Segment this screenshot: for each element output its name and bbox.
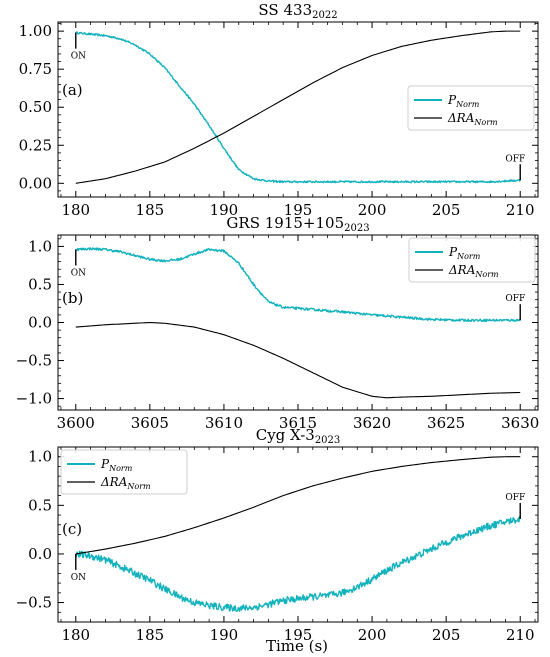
panel-grs1915: GRS 1915+1052023 3600 3605 3610 3615 3620 3625… [16,214,540,432]
legend-entry-label: PNorm [100,457,133,473]
panel-title: SS 4332022 [258,1,337,21]
x-tick-label: 190 [210,201,239,219]
x-tick-label: 210 [506,201,535,219]
x-tick-label: 195 [284,626,313,644]
y-tick-label: 0.5 [28,496,52,514]
legend-entry-subscript: Norm [474,270,499,279]
y-tick-label: 1.0 [28,237,52,255]
x-tick-label: 200 [358,201,387,219]
legend-entry-main: ΔRA [447,111,475,125]
x-tick-label: 185 [136,201,165,219]
series-p-norm-line [75,515,521,613]
panel-title-main: Cyg X-3 [256,426,315,444]
x-tick-label: 3615 [279,414,317,432]
y-tick-label: 0.0 [28,314,52,332]
legend-entry-subscript: Norm [455,100,480,109]
x-tick-label: 205 [432,201,461,219]
off-marker-label: OFF [505,154,525,164]
panel-label: (b) [62,289,83,307]
series-p-norm-line [75,31,521,184]
panel-label: (c) [62,520,82,538]
legend-frame [60,449,188,495]
x-tick-label: 180 [61,626,90,644]
legend-entry-subscript: Norm [473,118,498,127]
on-marker-label: ON [71,573,86,583]
legend-entry-main: P [447,93,457,107]
legend-entry-subscript: Norm [126,482,151,491]
series-dra-norm-line [75,456,521,555]
legend-entry-label: ΔRANorm [447,111,498,127]
series-group [75,247,521,399]
x-tick-label: 180 [61,201,90,219]
y-tick-label: 0.0 [28,545,52,563]
off-marker-label: OFF [505,493,525,503]
series-dra-norm-line [75,321,521,399]
panel-title-subscript: 2023 [315,435,340,446]
x-tick-label: 210 [506,626,535,644]
legend-entry-label: ΔRANorm [448,263,499,279]
x-tick-label: 185 [136,626,165,644]
panel-label: (a) [62,81,83,99]
panel-title-subscript: 2022 [312,10,337,21]
on-marker-label: ON [71,52,86,62]
x-tick-label: 3605 [131,414,169,432]
x-tick-label: 3610 [205,414,243,432]
panel-title-main: SS 433 [258,1,312,19]
y-tick-label: −0.5 [16,594,52,612]
panel-title-subscript: 2023 [344,223,369,234]
legend-entry-main: ΔRA [448,263,476,277]
y-tick-label: −0.5 [16,352,52,370]
series-dra-norm-line [75,30,521,184]
x-tick-label: 3620 [353,414,391,432]
legend-entry-label: PNorm [447,93,480,109]
panel-ss433: SS 4332022 180 185 190 195 200 205 210 0.00 0.25 0… [19,1,539,219]
y-tick-label: 1.00 [19,22,52,40]
x-tick-label: 205 [432,626,461,644]
x-tick-label: 195 [284,201,313,219]
legend-entry-main: ΔRA [100,475,128,489]
y-tick-label: 0.5 [28,275,52,293]
legend-entry-subscript: Norm [456,252,481,261]
panel-title: GRS 1915+1052023 [226,214,369,234]
legend-entry-main: P [100,457,110,471]
legend-entry-label: ΔRANorm [100,475,151,491]
x-tick-label: 200 [358,626,387,644]
y-tick-label: 0.25 [19,136,52,154]
panel-title: Cyg X-32023 [256,426,341,446]
legend-frame [408,237,536,283]
series-group [75,30,521,184]
y-tick-label: 0.00 [19,174,52,192]
x-tick-label: 190 [210,626,239,644]
x-tick-label: 3600 [57,414,95,432]
off-marker-label: OFF [505,294,525,304]
y-tick-label: 0.75 [19,60,52,78]
panel-title-main: GRS 1915+105 [226,214,344,232]
series-p-norm-line [75,247,521,323]
x-axis-label: Time (s) [266,637,328,655]
legend-entry-subscript: Norm [108,464,133,473]
legend-frame [407,85,535,131]
panel-cygx3: Cyg X-32023 180 185 190 195 200 205 210 −0.5 0.0 0… [16,426,539,644]
on-marker-label: ON [71,268,86,278]
y-tick-label: 1.0 [28,448,52,466]
legend-entry-main: P [448,245,458,259]
y-tick-label: −1.0 [16,390,52,408]
x-tick-label: 3630 [501,414,539,432]
y-tick-label: 0.50 [19,98,52,116]
legend-entry-label: PNorm [448,245,481,261]
series-group [75,456,521,613]
x-tick-label: 3625 [427,414,465,432]
